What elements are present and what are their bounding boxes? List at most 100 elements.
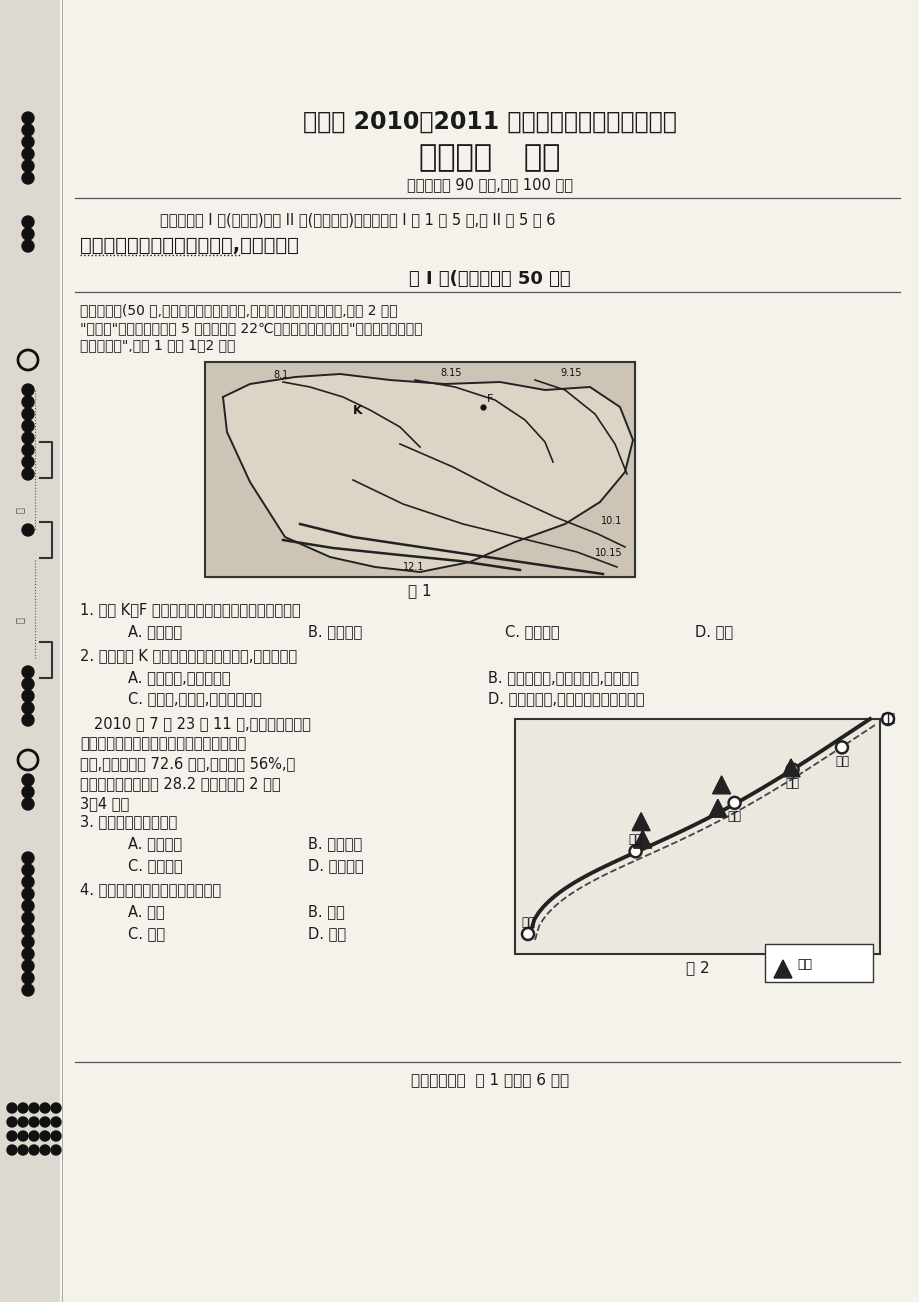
Circle shape [22,124,34,135]
Circle shape [22,432,34,444]
Circle shape [835,741,847,754]
Circle shape [22,160,34,172]
Text: 本试卷分第 I 卷(选择题)、第 II 卷(非选择题)两部分。第 I 卷 1 至 5 页,第 II 卷 5 至 6: 本试卷分第 I 卷(选择题)、第 II 卷(非选择题)两部分。第 I 卷 1 至… [160,212,555,228]
Text: 田阳: 田阳 [834,755,848,768]
Circle shape [22,456,34,467]
Text: D. 积雪冰川多,水资源和水能资源丰富: D. 积雪冰川多,水资源和水能资源丰富 [487,691,644,707]
Text: 靖西: 靖西 [520,915,535,928]
Circle shape [22,984,34,996]
Circle shape [18,1103,28,1113]
Text: F: F [486,395,493,404]
Circle shape [22,690,34,702]
Text: 10.1: 10.1 [600,516,621,526]
Text: D. 地形: D. 地形 [694,625,732,639]
Circle shape [22,444,34,456]
Text: A. 山高坡陡,地势起伏大: A. 山高坡陡,地势起伏大 [128,671,231,685]
Circle shape [22,421,34,432]
Circle shape [881,713,893,725]
Polygon shape [633,831,651,848]
Circle shape [22,786,34,798]
Circle shape [51,1131,61,1141]
Text: 4. 影响田德铁路施工的最大难题是: 4. 影响田德铁路施工的最大难题是 [80,883,221,897]
Circle shape [728,797,740,809]
Circle shape [40,1103,50,1113]
Circle shape [18,1144,28,1155]
Circle shape [22,888,34,900]
Circle shape [22,911,34,924]
Text: 路沿线铝土矿储量达 28.2 亿吨。读图 2 完成: 路沿线铝土矿储量达 28.2 亿吨。读图 2 完成 [80,776,280,792]
Circle shape [22,936,34,948]
Circle shape [51,1117,61,1128]
Circle shape [22,678,34,690]
Text: 举行,该铁路全长 72.6 千米,桥隧比重 56%,铁: 举行,该铁路全长 72.6 千米,桥隧比重 56%,铁 [80,756,295,772]
Text: C. 技术: C. 技术 [128,927,165,941]
Text: 高二年级   地理: 高二年级 地理 [419,143,560,172]
Text: 页。请在规定的答题卡上做答,否则无效。: 页。请在规定的答题卡上做答,否则无效。 [80,236,299,254]
Polygon shape [222,374,632,572]
Circle shape [22,667,34,678]
Polygon shape [708,799,726,818]
Text: 9.15: 9.15 [560,368,581,378]
Circle shape [22,852,34,865]
Circle shape [51,1103,61,1113]
Text: 2010 年 7 月 23 日 11 时,广西壮族自治区: 2010 年 7 月 23 日 11 时,广西壮族自治区 [80,716,311,732]
Circle shape [629,845,641,857]
Circle shape [22,960,34,973]
Circle shape [22,467,34,480]
Circle shape [40,1117,50,1128]
Circle shape [22,713,34,727]
Circle shape [22,798,34,810]
Bar [205,362,634,577]
Text: B. 太阳辐射强,日照时间长,热量充足: B. 太阳辐射强,日照时间长,热量充足 [487,671,639,685]
Text: 铝土: 铝土 [796,957,811,970]
Polygon shape [712,776,730,794]
Circle shape [22,702,34,713]
Circle shape [7,1131,17,1141]
Circle shape [22,135,34,148]
Circle shape [7,1103,17,1113]
Text: 1. 形成 K、F 两地入秋日时间差异的主要影响因素是: 1. 形成 K、F 两地入秋日时间差异的主要影响因素是 [80,603,301,617]
Circle shape [29,1131,39,1141]
Text: 线: 线 [15,617,25,622]
Text: A. 煤炭基地: A. 煤炭基地 [128,836,182,852]
Text: 田东至德保铁路开通运营仪式在德保火车站: 田东至德保铁路开通运营仪式在德保火车站 [80,737,246,751]
Text: B. 地形: B. 地形 [308,905,345,919]
Text: 8.1: 8.1 [273,370,288,380]
Polygon shape [631,812,650,831]
Text: 桂林市 2010＆2011 学年度下学期期末质量检测: 桂林市 2010＆2011 学年度下学期期末质量检测 [302,109,676,134]
Circle shape [22,948,34,960]
Bar [205,362,634,577]
Text: 一、选择题(50 分,各题只有一个正确答案,多选、少选、错选不得分,每题 2 分）: 一、选择题(50 分,各题只有一个正确答案,多选、少选、错选不得分,每题 2 分… [80,303,397,316]
Text: C. 气温低,牧草矮,生态环境脆弱: C. 气温低,牧草矮,生态环境脆弱 [128,691,262,707]
Circle shape [22,216,34,228]
Bar [515,719,879,954]
Text: 12.1: 12.1 [403,562,424,572]
Circle shape [22,900,34,911]
Circle shape [22,148,34,160]
Text: 图 1: 图 1 [408,583,431,599]
Text: 百色: 百色 [785,777,799,790]
Text: D. 钢铁基地: D. 钢铁基地 [308,858,363,874]
Circle shape [22,384,34,396]
Text: 田东: 田东 [727,810,741,823]
Circle shape [22,973,34,984]
Circle shape [22,172,34,184]
Circle shape [40,1131,50,1141]
Circle shape [786,763,798,776]
Circle shape [51,1144,61,1155]
Circle shape [22,773,34,786]
Text: 3. 田德铁路沿线将形成: 3. 田德铁路沿线将形成 [80,815,177,829]
Circle shape [22,876,34,888]
Text: "入秋日"是指日均温连续 5 天小于等于 22℃时的第一天。下图为"我国部分地区入秋: "入秋日"是指日均温连续 5 天小于等于 22℃时的第一天。下图为"我国部分地区… [80,322,422,335]
Text: 绑: 绑 [15,506,25,513]
Polygon shape [773,960,791,978]
Circle shape [29,1117,39,1128]
Circle shape [40,1144,50,1155]
Circle shape [22,228,34,240]
Circle shape [7,1144,17,1155]
Text: 德保: 德保 [628,833,641,846]
Text: C. 大气环流: C. 大气环流 [505,625,559,639]
Text: 高二地理试卷  第 1 页（共 6 页）: 高二地理试卷 第 1 页（共 6 页） [411,1073,569,1087]
Text: B. 石油基地: B. 石油基地 [308,836,362,852]
Circle shape [22,924,34,936]
